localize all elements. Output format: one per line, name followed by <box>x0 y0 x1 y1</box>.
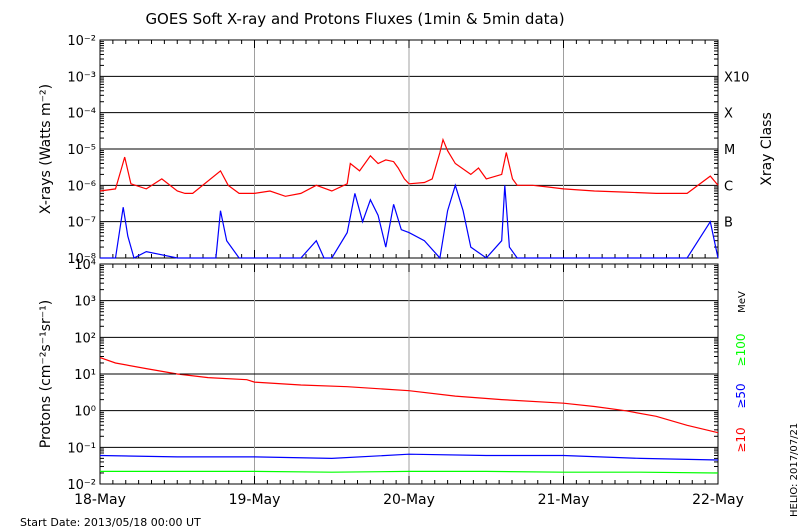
x-tick-label: 21-May <box>538 492 590 508</box>
xray-y-tick-label: 10⁻⁴ <box>67 107 96 122</box>
legend-50-mev: ≥50 <box>734 383 748 408</box>
x-tick-label: 18-May <box>74 492 126 508</box>
mev-label: MeV <box>737 291 748 313</box>
xray-series-line-0 <box>99 137 719 197</box>
xray-y-tick-label: 10⁻⁵ <box>67 143 96 158</box>
xray-y-tick-label: 10⁻² <box>67 34 96 49</box>
xray-panel: 10⁻² 10⁻³ 10⁻⁴ 10⁻⁵ 10⁻⁶ 10⁻⁷ 10⁻⁸ X-rays (Watt… <box>38 34 775 267</box>
xray-class-label: B <box>724 216 733 231</box>
protons-series-line <box>99 357 719 434</box>
x-tick-label: 22-May <box>692 492 744 508</box>
xray-y-tick-label: 10⁻⁷ <box>67 216 96 231</box>
xray-y-axis-label: X-rays (Watts m⁻²) <box>38 84 54 214</box>
xray-class-label: X <box>724 107 733 122</box>
protons-y-tick-label: 10⁻² <box>67 478 96 493</box>
xray-class-axis-label: Xray Class <box>759 112 775 186</box>
protons-y-tick-label: 10⁰ <box>74 405 96 420</box>
protons-y-tick-label: 10¹ <box>74 368 96 383</box>
chart-title: GOES Soft X-ray and Protons Fluxes (1min… <box>145 10 564 28</box>
xray-y-tick-label: 10⁻⁸ <box>67 252 96 267</box>
legend-100-mev: ≥100 <box>734 334 748 367</box>
protons-y-axis-label: Protons (cm⁻²s⁻¹sr⁻¹) <box>38 300 54 449</box>
protons-series-line <box>99 453 719 461</box>
start-date-footer: Start Date: 2013/05/18 00:00 UT <box>20 516 201 529</box>
protons-series-line <box>100 470 719 474</box>
x-tick-label: 19-May <box>229 492 281 508</box>
protons-panel: 10⁴ 10³ 10² 10¹ 10⁰ 10⁻¹ 10⁻² Protons (cm⁻²s⁻¹s… <box>38 258 748 508</box>
xray-y-tick-label: 10⁻⁶ <box>67 179 96 194</box>
xray-class-label: X10 <box>724 70 749 85</box>
protons-y-tick-label: 10³ <box>74 295 96 310</box>
xray-y-tick-label: 10⁻³ <box>67 70 96 85</box>
xray-class-label: C <box>724 179 733 194</box>
protons-y-tick-label: 10⁻¹ <box>67 441 96 456</box>
xray-series-line-1 <box>100 183 719 260</box>
protons-y-tick-label: 10² <box>74 331 96 346</box>
credit-label: HELIO: 2017/07/21 <box>789 423 800 517</box>
xray-class-label: M <box>724 143 735 158</box>
protons-y-tick-label: 10⁴ <box>74 258 96 273</box>
x-tick-label: 20-May <box>383 492 435 508</box>
legend-10-mev: ≥10 <box>734 427 748 452</box>
